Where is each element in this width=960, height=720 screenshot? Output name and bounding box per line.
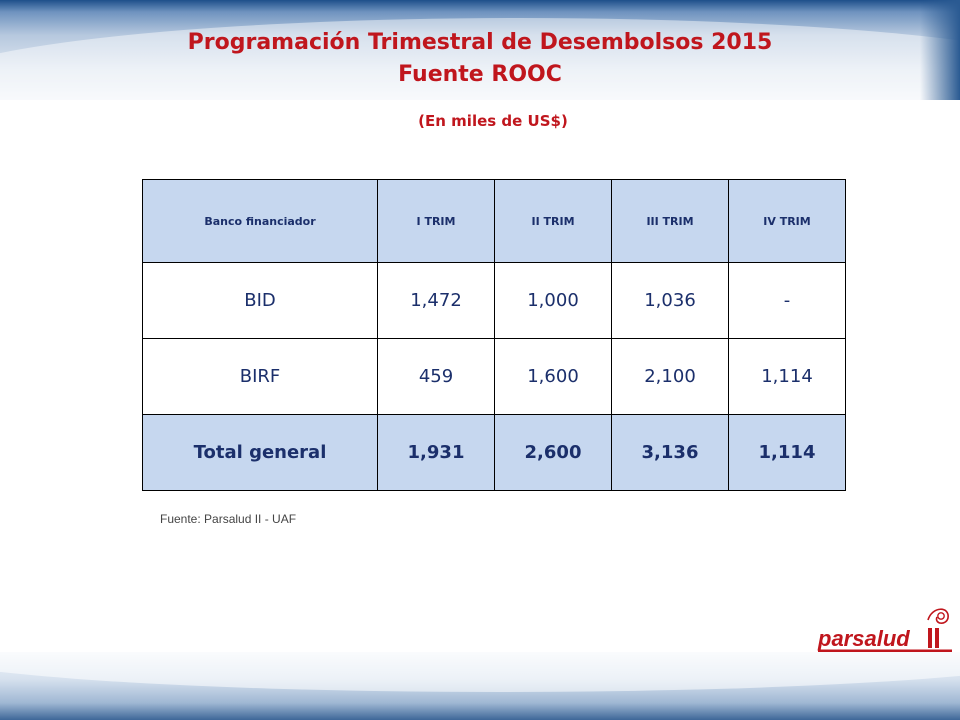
total-q1: 1,931 — [377, 414, 495, 491]
column-header-q1: I TRIM — [377, 179, 495, 263]
table-row: BID 1,472 1,000 1,036 - — [142, 262, 846, 339]
column-header-q4: IV TRIM — [728, 179, 846, 263]
column-header-bank: Banco financiador — [142, 179, 378, 263]
parsalud-logo-graphic: parsalud — [817, 608, 952, 657]
page-title: Programación Trimestral de Desembolsos 2… — [187, 30, 773, 55]
cell-q1: 459 — [377, 338, 495, 415]
parsalud-logo: parsalud — [810, 600, 960, 662]
cell-q1: 1,472 — [377, 262, 495, 339]
cell-q4: - — [728, 262, 846, 339]
cell-q3: 1,036 — [611, 262, 729, 339]
header-banner — [0, 0, 960, 100]
disbursement-table: Banco financiador I TRIM II TRIM III TRI… — [142, 179, 846, 491]
cell-bank: BID — [142, 262, 378, 339]
cell-bank: BIRF — [142, 338, 378, 415]
total-label: Total general — [142, 414, 378, 491]
table-row: BIRF 459 1,600 2,100 1,114 — [142, 338, 846, 415]
cell-q2: 1,600 — [494, 338, 612, 415]
cell-q3: 2,100 — [611, 338, 729, 415]
cell-q2: 1,000 — [494, 262, 612, 339]
footer-banner — [0, 652, 960, 720]
cell-q4: 1,114 — [728, 338, 846, 415]
svg-text:parsalud: parsalud — [817, 626, 910, 651]
table-header-row: Banco financiador I TRIM II TRIM III TRI… — [142, 179, 846, 263]
column-header-q3: III TRIM — [611, 179, 729, 263]
total-q3: 3,136 — [611, 414, 729, 491]
total-row: Total general 1,931 2,600 3,136 1,114 — [142, 414, 846, 491]
total-q4: 1,114 — [728, 414, 846, 491]
source-note: Fuente: Parsalud II - UAF — [160, 512, 297, 526]
column-header-q2: II TRIM — [494, 179, 612, 263]
total-q2: 2,600 — [494, 414, 612, 491]
page-subtitle-source: Fuente ROOC — [398, 62, 562, 87]
units-note: (En miles de US$) — [418, 112, 568, 130]
